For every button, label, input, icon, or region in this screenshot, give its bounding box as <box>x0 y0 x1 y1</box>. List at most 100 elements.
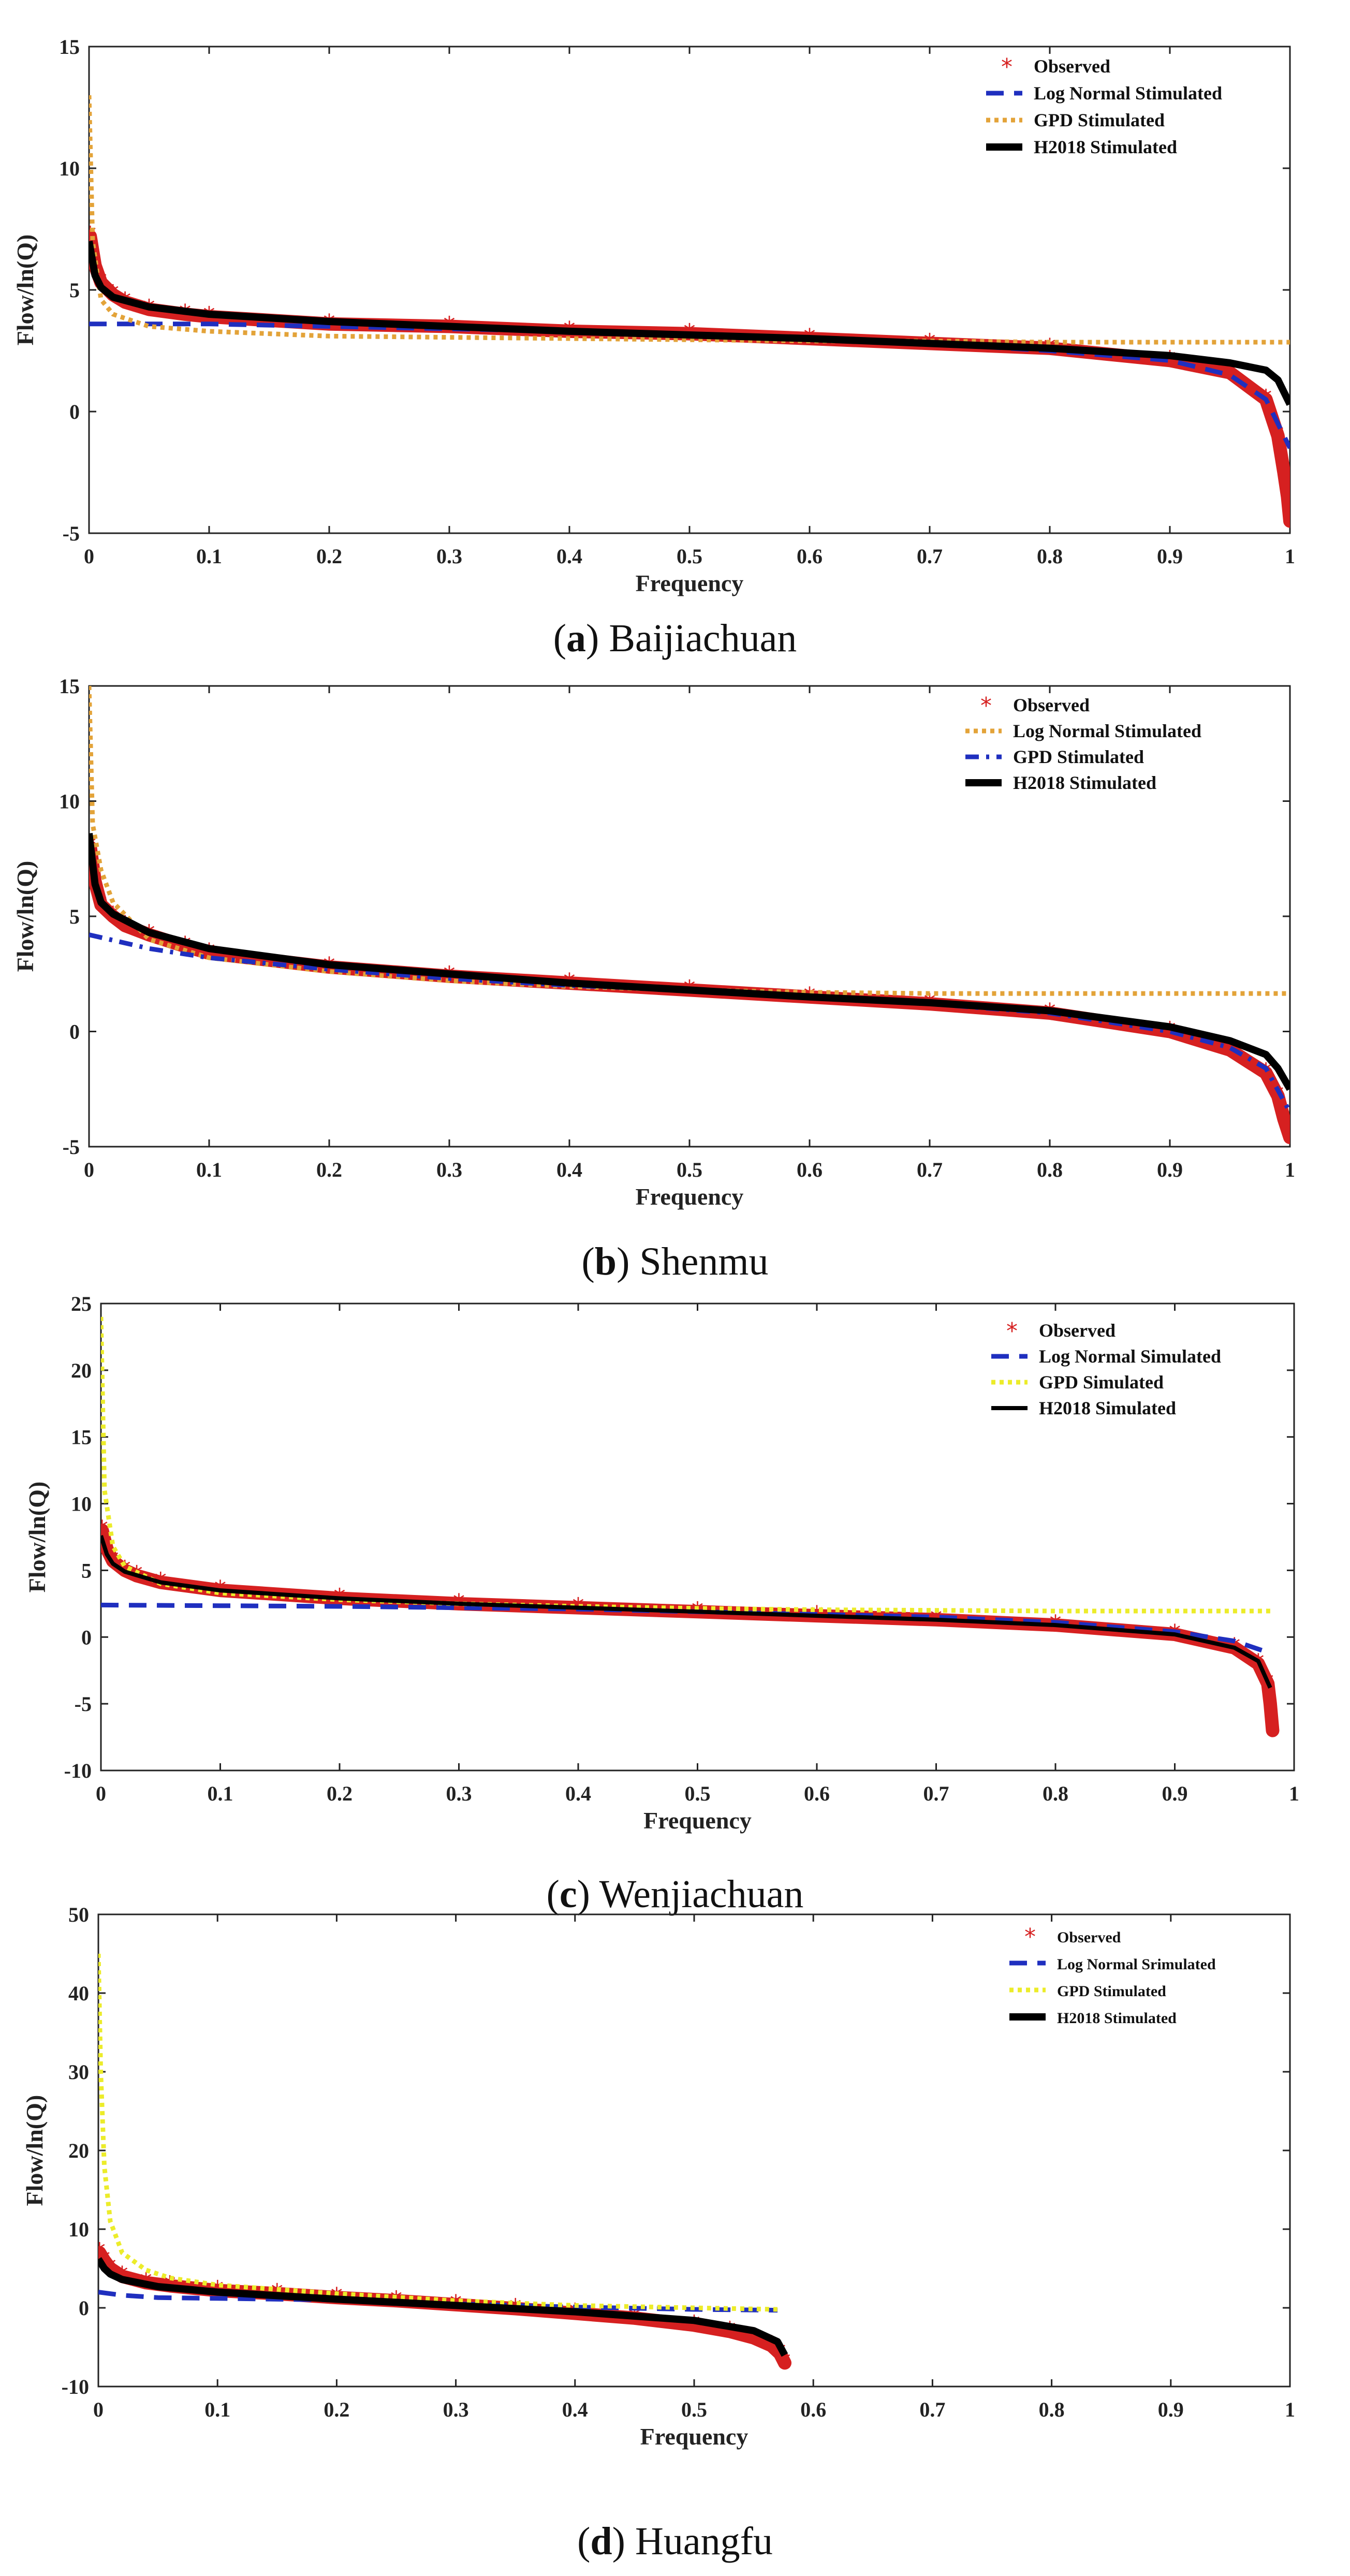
chart-c-xtick-label: 0.6 <box>804 1782 830 1805</box>
chart-d-data: *** * * * * * * * * * * * * * * *** <box>98 1953 791 2376</box>
chart-c-ytick-label: -10 <box>64 1759 92 1782</box>
chart-a-series-log-normal-stimulated-line <box>89 321 1290 449</box>
chart-c-ytick-label: 20 <box>71 1359 92 1382</box>
chart-b-legend-item-label: Observed <box>1013 695 1090 715</box>
chart-b-xtick-label: 0.4 <box>556 1158 582 1181</box>
chart-a-xtick-label: 0 <box>84 545 94 568</box>
chart-panel-b: 0 0.1 0.2 0.3 0.4 0.5 0.6 0.7 0.8 0.9 1-5051015Fre… <box>12 675 1296 1283</box>
chart-c-data: *** * * * * * * * * * * * * ***** <box>101 1316 1280 1744</box>
chart-d-series-gpd-stimulated-line <box>98 1953 778 2312</box>
chart-a-series-observed-point: * <box>1278 458 1290 486</box>
chart-a-ytick-label: -5 <box>63 522 80 545</box>
chart-d-series-h2018-stimulated-line <box>98 2257 788 2357</box>
chart-c-xtick-label: 0.7 <box>923 1782 949 1805</box>
chart-panel-c: 0 0.1 0.2 0.3 0.4 0.5 0.6 0.7 0.8 0.9 1 -10 -5 0 5 10 15… <box>24 1292 1299 1916</box>
chart-c-xtick-label: 0.8 <box>1043 1782 1068 1805</box>
chart-d-xlabel: Frequency <box>640 2423 749 2450</box>
chart-b-ytick-label: -5 <box>63 1135 80 1159</box>
chart-b-legend: * Observed Log Normal Stimulated GPD Stimul… <box>965 693 1201 793</box>
chart-c-legend-item-label: H2018 Simulated <box>1039 1398 1176 1418</box>
chart-panel-d: 0 0.1 0.2 0.3 0.4 0.5 0.6 0.7 0.8 0.9 1-1001020304… <box>21 1903 1295 2563</box>
chart-c-legend-item-label: Log Normal Simulated <box>1039 1346 1221 1367</box>
chart-a-series-observed-point: * <box>1282 482 1294 510</box>
chart-a-xlabel: Frequency <box>636 570 744 596</box>
chart-d-xtick-label: 0.8 <box>1039 2398 1065 2421</box>
chart-d-ytick-label: 10 <box>68 2218 89 2241</box>
chart-a-xtick-label: 0.3 <box>436 545 462 568</box>
chart-c-legend: * Observed Log Normal Simulated GPD Simulat… <box>991 1318 1221 1418</box>
chart-b-xtick-label: 1 <box>1285 1158 1295 1181</box>
chart-b-series-observed-point: * <box>1278 1104 1290 1132</box>
chart-a-xtick-label: 0.4 <box>556 545 582 568</box>
chart-a-xtick-label: 1 <box>1285 545 1295 568</box>
chart-b-xlabel: Frequency <box>636 1183 744 1210</box>
chart-c-legend-item-label: Observed <box>1039 1320 1116 1341</box>
chart-c-xlabel: Frequency <box>643 1807 752 1834</box>
chart-b-data: *** * * * * * * * * * * * ******* <box>89 686 1296 1150</box>
chart-c-xtick-label: 0 <box>96 1782 106 1805</box>
chart-a-ylabel: Flow/ln(Q) <box>12 235 38 346</box>
chart-c-ytick-label: 10 <box>71 1492 92 1516</box>
chart-d-xtick-label: 0 <box>93 2398 104 2421</box>
chart-c-xtick-label: 0.4 <box>565 1782 591 1805</box>
chart-a-data: *** * * * * * * * * * * * * * ****** <box>89 95 1296 534</box>
chart-a-legend-item-label: Log Normal Stimulated <box>1034 83 1222 104</box>
chart-d-xtick-label: 0.9 <box>1158 2398 1184 2421</box>
chart-b-xtick-label: 0 <box>84 1158 94 1181</box>
chart-c-plot: 0 0.1 0.2 0.3 0.4 0.5 0.6 0.7 0.8 0.9 1 -10 -5 0 5 10 15… <box>24 1292 1299 1834</box>
chart-c-series-h2018-simulated-line <box>101 1535 1272 1689</box>
chart-a-xtick-label: 0.5 <box>677 545 702 568</box>
caption-c: (c) Wenjiachuan <box>547 1872 804 1916</box>
chart-b-xtick-label: 0.1 <box>196 1158 222 1181</box>
chart-b-xtick-label: 0.2 <box>316 1158 342 1181</box>
chart-a-ytick-label: 5 <box>69 279 80 302</box>
chart-d-legend-item-label: GPD Stimulated <box>1057 1983 1166 2000</box>
caption-name-d: Huangfu <box>635 2520 773 2563</box>
chart-d-xtick-label: 0.1 <box>204 2398 230 2421</box>
chart-b-legend-item-marker: * <box>980 693 992 719</box>
chart-b-xtick-label: 0.9 <box>1157 1158 1183 1181</box>
chart-a-legend-item-label: Observed <box>1034 56 1110 77</box>
chart-c-legend-item-label: GPD Simulated <box>1039 1372 1164 1393</box>
chart-b-legend-item-label: H2018 Stimulated <box>1013 772 1156 793</box>
caption-name-a: Baijiachuan <box>609 617 797 660</box>
chart-a-ytick-label: 15 <box>59 35 80 58</box>
chart-d-xtick-label: 1 <box>1285 2398 1295 2421</box>
chart-b-xtick-label: 0.6 <box>797 1158 823 1181</box>
chart-c-ytick-label: 25 <box>71 1292 92 1315</box>
chart-d-xtick-label: 0.5 <box>681 2398 707 2421</box>
chart-d-xtick-label: 0.7 <box>919 2398 945 2421</box>
chart-a-legend: * Observed Log Normal Stimulated GPD Stimul… <box>986 54 1222 157</box>
chart-a-xtick-label: 0.8 <box>1037 545 1063 568</box>
chart-d-legend-item-label: Log Normal Srimulated <box>1057 1956 1216 1973</box>
caption-a: (a) Baijiachuan <box>553 617 797 660</box>
chart-c-legend-item-marker: * <box>1006 1318 1018 1344</box>
chart-c-xtick-label: 0.9 <box>1162 1782 1188 1805</box>
chart-b-legend-item-label: GPD Stimulated <box>1013 747 1144 767</box>
chart-d-ytick-label: 30 <box>68 2060 89 2084</box>
chart-d-xtick-label: 0.6 <box>800 2398 826 2421</box>
caption-name-c: Wenjiachuan <box>599 1872 804 1916</box>
chart-c-xtick-label: 0.2 <box>327 1782 353 1805</box>
chart-d-xtick-label: 0.3 <box>443 2398 469 2421</box>
chart-d-legend-item-label: Observed <box>1057 1929 1121 1946</box>
chart-a-xtick-label: 0.9 <box>1157 545 1183 568</box>
chart-a-xtick-label: 0.2 <box>316 545 342 568</box>
chart-d-ytick-label: 20 <box>68 2139 89 2162</box>
chart-d-xtick-label: 0.2 <box>324 2398 349 2421</box>
chart-a-ytick-label: 10 <box>59 157 80 180</box>
chart-c-xtick-label: 0.3 <box>446 1782 472 1805</box>
chart-b-series-observed-point: * <box>1284 1122 1296 1150</box>
chart-b-plot: 0 0.1 0.2 0.3 0.4 0.5 0.6 0.7 0.8 0.9 1-5051015Fre… <box>12 675 1296 1210</box>
chart-c-ytick-label: 5 <box>81 1559 92 1582</box>
chart-a-ytick-label: 0 <box>69 400 80 423</box>
chart-a-series-observed-point: * <box>1284 506 1296 534</box>
chart-b-ytick-label: 10 <box>59 790 80 813</box>
chart-b-xtick-label: 0.5 <box>677 1158 702 1181</box>
chart-a-plot: 0 0.1 0.2 0.3 0.4 0.5 0.6 0.7 0.8 0.9 1-5051015Fre… <box>12 35 1296 596</box>
chart-a-legend-item-marker: * <box>1001 54 1012 80</box>
chart-a-legend-item-label: GPD Stimulated <box>1034 110 1165 130</box>
chart-d-xtick-label: 0.4 <box>562 2398 588 2421</box>
chart-c-ytick-label: -5 <box>75 1692 92 1716</box>
